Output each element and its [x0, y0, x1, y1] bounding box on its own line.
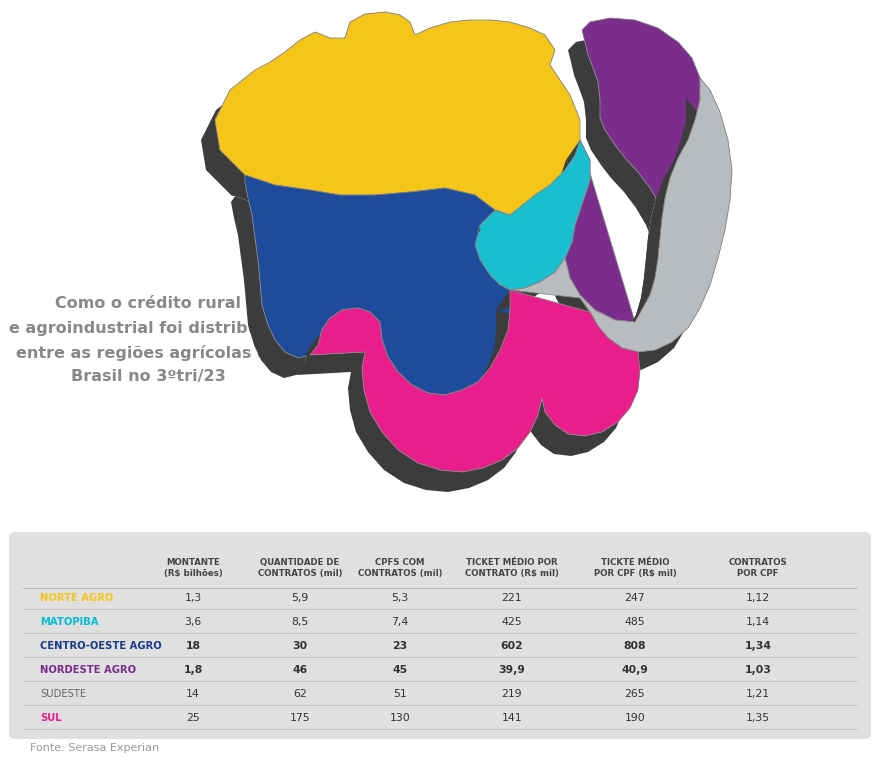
FancyBboxPatch shape [9, 532, 870, 739]
Text: 8,5: 8,5 [291, 617, 309, 627]
Text: 190: 190 [624, 713, 645, 723]
Text: 23: 23 [392, 641, 407, 651]
Text: 425: 425 [501, 617, 522, 627]
Text: 40,9: 40,9 [621, 665, 648, 675]
Text: 1,21: 1,21 [745, 689, 769, 699]
Text: 1,8: 1,8 [183, 665, 203, 675]
Polygon shape [245, 175, 510, 395]
Polygon shape [296, 290, 639, 492]
Text: NORDESTE AGRO: NORDESTE AGRO [40, 665, 136, 675]
Polygon shape [201, 12, 580, 235]
Polygon shape [215, 12, 580, 215]
Text: 1,35: 1,35 [745, 713, 769, 723]
Text: 5,3: 5,3 [391, 593, 408, 603]
Polygon shape [510, 78, 731, 352]
Polygon shape [474, 140, 589, 290]
Text: 485: 485 [624, 617, 645, 627]
Text: 1,34: 1,34 [744, 641, 771, 651]
Text: NORTE AGRO: NORTE AGRO [40, 593, 113, 603]
Text: Como o crédito rural
e agroindustrial foi distribuído
entre as regiões agrícolas: Como o crédito rural e agroindustrial fo… [9, 296, 287, 384]
Text: SUDESTE: SUDESTE [40, 689, 86, 699]
Text: 130: 130 [389, 713, 410, 723]
Text: 46: 46 [292, 665, 307, 675]
Text: 141: 141 [501, 713, 522, 723]
Polygon shape [231, 175, 510, 415]
Text: 25: 25 [186, 713, 200, 723]
Text: CONTRATOS
POR CPF: CONTRATOS POR CPF [728, 558, 787, 577]
Text: 7,4: 7,4 [391, 617, 408, 627]
Text: 265: 265 [624, 689, 645, 699]
Text: 62: 62 [293, 689, 307, 699]
Polygon shape [460, 140, 589, 310]
Text: CPFS COM
CONTRATOS (mil): CPFS COM CONTRATOS (mil) [357, 558, 442, 577]
Text: TICKET MÉDIO POR
CONTRATO (R$ mil): TICKET MÉDIO POR CONTRATO (R$ mil) [465, 558, 559, 577]
Text: 14: 14 [186, 689, 200, 699]
Text: MONTANTE
(R$ bilhões): MONTANTE (R$ bilhões) [163, 558, 222, 577]
Text: SUL: SUL [40, 713, 61, 723]
Text: 45: 45 [392, 665, 407, 675]
Text: 1,14: 1,14 [745, 617, 769, 627]
Text: 51: 51 [393, 689, 406, 699]
Text: 221: 221 [501, 593, 522, 603]
Text: 808: 808 [623, 641, 645, 651]
Text: 18: 18 [185, 641, 200, 651]
Text: CENTRO-OESTE AGRO: CENTRO-OESTE AGRO [40, 641, 161, 651]
Polygon shape [496, 78, 731, 372]
Text: Fonte: Serasa Experian: Fonte: Serasa Experian [30, 743, 159, 753]
Text: 1,3: 1,3 [184, 593, 202, 603]
Polygon shape [565, 18, 699, 322]
Text: MATOPIBA: MATOPIBA [40, 617, 98, 627]
Text: 5,9: 5,9 [291, 593, 309, 603]
Text: 3,6: 3,6 [184, 617, 202, 627]
Text: TICKTE MÉDIO
POR CPF (R$ mil): TICKTE MÉDIO POR CPF (R$ mil) [593, 558, 675, 577]
Text: 1,03: 1,03 [744, 665, 771, 675]
Text: 247: 247 [624, 593, 645, 603]
Text: 30: 30 [292, 641, 307, 651]
Text: 175: 175 [289, 713, 310, 723]
Text: 219: 219 [501, 689, 522, 699]
Text: 39,9: 39,9 [498, 665, 524, 675]
Polygon shape [310, 290, 639, 472]
Text: 1,12: 1,12 [745, 593, 769, 603]
Text: 602: 602 [500, 641, 523, 651]
Polygon shape [551, 18, 699, 342]
Text: QUANTIDADE DE
CONTRATOS (mil): QUANTIDADE DE CONTRATOS (mil) [258, 558, 342, 577]
